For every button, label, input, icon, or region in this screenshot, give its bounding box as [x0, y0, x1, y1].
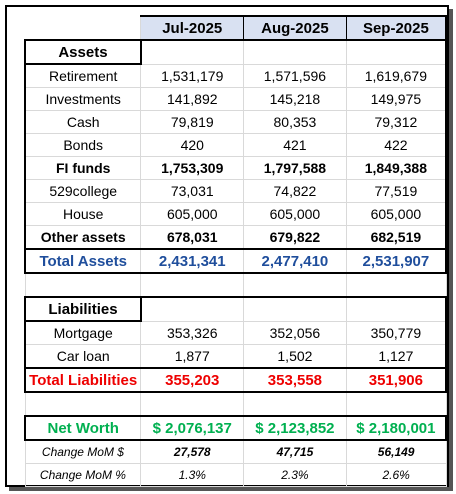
row-label[interactable]: Car loan: [24, 344, 142, 369]
cell[interactable]: 141,892: [140, 87, 245, 111]
cell[interactable]: 682,519: [345, 225, 447, 250]
cell[interactable]: 27,578: [140, 439, 245, 464]
month-header-jul[interactable]: Jul-2025: [140, 15, 245, 41]
table-row: Retirement 1,531,179 1,571,596 1,619,679: [24, 63, 447, 88]
cell[interactable]: 355,203: [140, 367, 245, 393]
cell[interactable]: 678,031: [140, 225, 245, 250]
cell[interactable]: 2,531,907: [345, 248, 447, 274]
cell[interactable]: 73,031: [140, 179, 245, 203]
cell[interactable]: 1,849,388: [345, 156, 447, 180]
row-label[interactable]: Change MoM $: [24, 439, 142, 464]
cell[interactable]: 1.3%: [140, 463, 245, 487]
net-worth-sheet: Jul-2025 Aug-2025 Sep-2025 Assets Retire…: [5, 5, 449, 487]
cell[interactable]: 1,877: [140, 344, 245, 369]
cell[interactable]: 56,149: [345, 439, 447, 464]
total-liabilities-row: Total Liabilities 355,203 353,558 351,90…: [24, 367, 447, 393]
cell[interactable]: 679,822: [243, 225, 347, 250]
spacer-row: [24, 391, 447, 417]
cell[interactable]: 352,056: [243, 320, 347, 345]
table-row: Cash 79,819 80,353 79,312: [24, 110, 447, 134]
row-label[interactable]: Cash: [24, 110, 142, 134]
cell[interactable]: $ 2,180,001: [345, 415, 447, 441]
assets-heading[interactable]: Assets: [24, 39, 142, 65]
cell[interactable]: 1,127: [345, 344, 447, 369]
row-label[interactable]: Investments: [24, 87, 142, 111]
row-label[interactable]: Total Liabilities: [24, 367, 142, 393]
net-worth-row: Net Worth $ 2,076,137 $ 2,123,852 $ 2,18…: [24, 415, 447, 441]
cell[interactable]: 47,715: [243, 439, 347, 464]
cell[interactable]: 80,353: [243, 110, 347, 134]
cell[interactable]: 421: [243, 133, 347, 157]
cell[interactable]: 2.3%: [243, 463, 347, 487]
net-worth-table: Jul-2025 Aug-2025 Sep-2025 Assets Retire…: [24, 15, 447, 487]
cell[interactable]: 145,218: [243, 87, 347, 111]
cell[interactable]: 74,822: [243, 179, 347, 203]
table-row: House 605,000 605,000 605,000: [24, 202, 447, 226]
cell[interactable]: 2,477,410: [243, 248, 347, 274]
cell[interactable]: 353,558: [243, 367, 347, 393]
cell[interactable]: 420: [140, 133, 245, 157]
cell[interactable]: $ 2,076,137: [140, 415, 245, 441]
row-label[interactable]: Change MoM %: [24, 463, 142, 487]
row-label[interactable]: FI funds: [24, 156, 142, 180]
fi-funds-row: FI funds 1,753,309 1,797,588 1,849,388: [24, 156, 447, 180]
table-row: Car loan 1,877 1,502 1,127: [24, 344, 447, 369]
row-label[interactable]: Total Assets: [24, 248, 142, 274]
cell[interactable]: 149,975: [345, 87, 447, 111]
cell[interactable]: 79,819: [140, 110, 245, 134]
cell[interactable]: 77,519: [345, 179, 447, 203]
cell[interactable]: 422: [345, 133, 447, 157]
liabilities-heading[interactable]: Liabilities: [24, 296, 142, 322]
assets-heading-row: Assets: [24, 39, 447, 65]
table-row: 529college 73,031 74,822 77,519: [24, 179, 447, 203]
cell[interactable]: 351,906: [345, 367, 447, 393]
cell[interactable]: 1,502: [243, 344, 347, 369]
table-row: Mortgage 353,326 352,056 350,779: [24, 320, 447, 345]
row-label[interactable]: Net Worth: [24, 415, 142, 441]
liabilities-heading-row: Liabilities: [24, 296, 447, 322]
table-row: Bonds 420 421 422: [24, 133, 447, 157]
row-label[interactable]: Mortgage: [24, 320, 142, 345]
cell[interactable]: 2.6%: [345, 463, 447, 487]
change-mom-dollar-row: Change MoM $ 27,578 47,715 56,149: [24, 439, 447, 464]
row-label[interactable]: 529college: [24, 179, 142, 203]
other-assets-row: Other assets 678,031 679,822 682,519: [24, 225, 447, 250]
month-header-row: Jul-2025 Aug-2025 Sep-2025: [25, 15, 447, 41]
cell[interactable]: 1,797,588: [243, 156, 347, 180]
cell[interactable]: 2,431,341: [140, 248, 245, 274]
month-header-sep[interactable]: Sep-2025: [345, 15, 447, 41]
total-assets-row: Total Assets 2,431,341 2,477,410 2,531,9…: [24, 248, 447, 274]
spacer-row: [24, 272, 447, 298]
table-row: Investments 141,892 145,218 149,975: [24, 87, 447, 111]
row-label[interactable]: Bonds: [24, 133, 142, 157]
row-label[interactable]: Retirement: [24, 63, 142, 88]
cell[interactable]: 353,326: [140, 320, 245, 345]
row-label[interactable]: Other assets: [24, 225, 142, 250]
cell[interactable]: 605,000: [140, 202, 245, 226]
cell[interactable]: 1,753,309: [140, 156, 245, 180]
cell[interactable]: 79,312: [345, 110, 447, 134]
month-header-aug[interactable]: Aug-2025: [243, 15, 347, 41]
cell[interactable]: 1,619,679: [345, 63, 447, 88]
cell[interactable]: 350,779: [345, 320, 447, 345]
cell[interactable]: 605,000: [345, 202, 447, 226]
change-mom-pct-row: Change MoM % 1.3% 2.3% 2.6%: [24, 463, 447, 487]
cell[interactable]: 605,000: [243, 202, 347, 226]
row-label[interactable]: House: [24, 202, 142, 226]
cell[interactable]: $ 2,123,852: [243, 415, 347, 441]
cell[interactable]: 1,531,179: [140, 63, 245, 88]
cell[interactable]: 1,571,596: [243, 63, 347, 88]
